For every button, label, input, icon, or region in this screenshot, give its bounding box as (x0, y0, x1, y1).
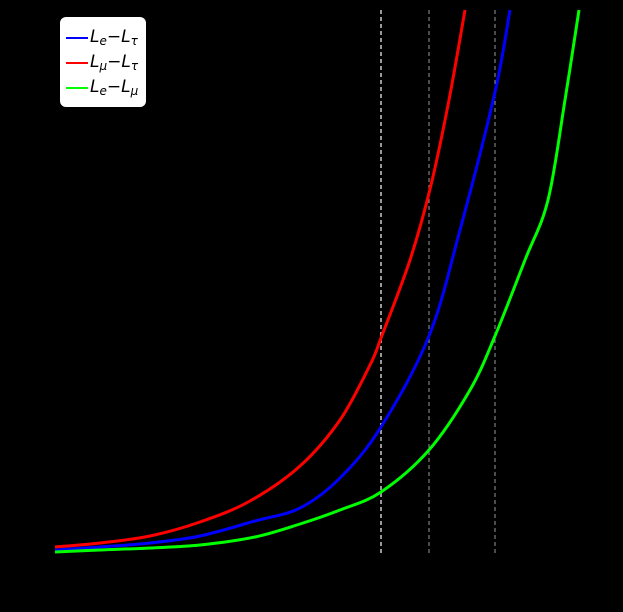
curve-le-lmu (54, 9, 581, 554)
legend-item-le-ltau: Le−Lτ (66, 25, 146, 50)
legend-item-lmu-ltau: Lμ−Lτ (66, 50, 146, 75)
curves (54, 9, 581, 554)
legend: Le−Lτ Lμ−Lτ Le−Lμ (60, 17, 146, 107)
curve-le-ltau (54, 9, 512, 552)
vertical-reference-lines (380, 10, 496, 553)
legend-label: Lμ−Lτ (90, 52, 139, 73)
legend-swatch-red (66, 61, 88, 64)
legend-swatch-green (66, 86, 88, 89)
legend-swatch-blue (66, 36, 88, 39)
legend-label: Le−Lτ (90, 27, 138, 48)
legend-item-le-lmu: Le−Lμ (66, 75, 146, 100)
legend-label: Le−Lμ (90, 77, 139, 98)
curve-lmu-ltau (54, 9, 467, 549)
